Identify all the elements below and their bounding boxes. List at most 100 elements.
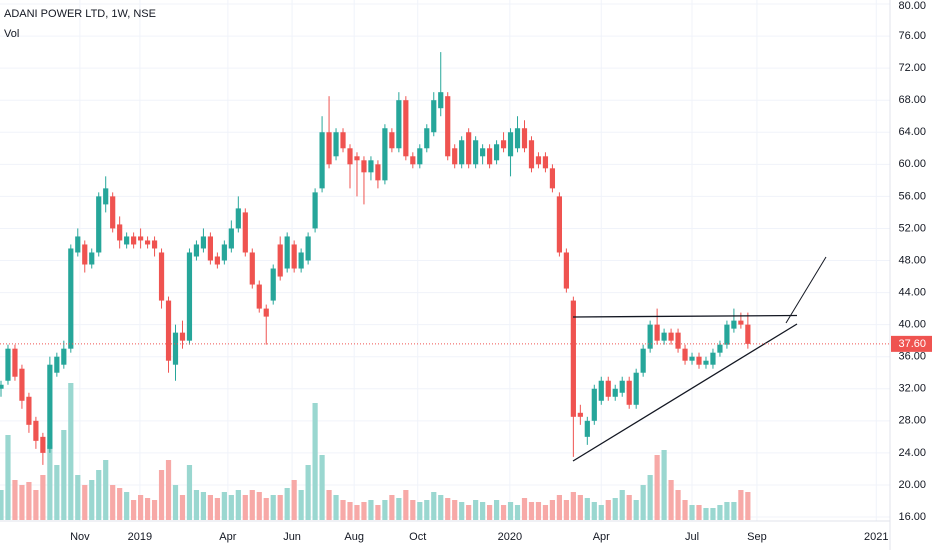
volume-bar [131, 500, 137, 520]
volume-bar [361, 502, 367, 520]
candle-body [438, 92, 444, 109]
volume-bar [584, 498, 590, 520]
volume-bar [424, 500, 430, 520]
candle-body [333, 132, 339, 157]
volume-bar [26, 482, 32, 520]
candle-body [277, 244, 283, 277]
candle-body [640, 348, 646, 373]
volume-bar [75, 475, 81, 520]
volume-bar [480, 502, 486, 520]
y-tick-label: 32.00 [898, 383, 926, 395]
volume-bar [138, 495, 144, 520]
x-tick-label: Jun [283, 531, 301, 543]
volume-bar [263, 498, 269, 520]
candle-body [731, 320, 737, 329]
candle-body [682, 348, 688, 361]
volume-bar [33, 490, 39, 520]
last-price-box [891, 335, 932, 352]
candle-body [535, 156, 542, 165]
volume-bar [577, 495, 583, 520]
candle-body [186, 252, 193, 341]
volume-bar [333, 495, 339, 520]
volume-bar [661, 450, 667, 520]
candle-body [103, 188, 109, 205]
candle-body [738, 320, 744, 325]
volume-bar [228, 495, 234, 520]
candle-body [319, 132, 325, 189]
candle-body [521, 128, 528, 149]
candle-body [354, 156, 360, 161]
volume-bar [242, 495, 248, 520]
candle-body [347, 148, 353, 165]
candle-body [633, 372, 639, 405]
candle-body [256, 284, 262, 309]
candle-body [563, 252, 569, 289]
candle-body [96, 196, 102, 253]
volume-bar [12, 480, 18, 520]
candle-body [389, 132, 395, 149]
y-tick-label: 80.00 [898, 0, 926, 12]
candle-body [151, 240, 158, 249]
candle-body [598, 380, 604, 401]
volume-bar [207, 495, 213, 520]
candle-body [200, 236, 207, 249]
volume-bar [375, 505, 381, 520]
volume-bar [493, 500, 500, 520]
volume-bar [47, 445, 53, 520]
volume-bar [179, 495, 186, 520]
candle-body [144, 240, 151, 245]
volume-bar [186, 465, 193, 520]
candle-layer [0, 52, 751, 465]
candle-body [717, 344, 723, 353]
volume-bar [668, 480, 674, 520]
volume-bar [165, 460, 172, 520]
last-price-label: 37.60 [898, 338, 926, 350]
volume-bar [556, 495, 562, 520]
volume-bar [326, 490, 332, 520]
volume-bar [591, 502, 597, 520]
candle-body [528, 140, 535, 169]
y-tick-label: 60.00 [898, 158, 926, 170]
volume-bar [542, 505, 549, 520]
volume-bar [256, 492, 262, 520]
candle-body [0, 384, 4, 389]
chart-title: ADANI POWER LTD, 1W, NSE [4, 8, 156, 20]
volume-bar [382, 500, 388, 520]
volume-bar [528, 502, 535, 520]
x-tick-label: Nov [70, 531, 90, 543]
x-tick-label: Sep [747, 531, 767, 543]
volume-bar [724, 502, 730, 520]
candle-body [647, 324, 653, 349]
volume-bar [487, 505, 493, 520]
y-tick-label: 48.00 [898, 254, 926, 266]
volume-bar [389, 495, 395, 520]
volume-bar [368, 500, 374, 520]
candle-body [165, 300, 172, 361]
candle-body [403, 100, 409, 157]
candle-body [473, 140, 479, 165]
x-tick-label: Apr [219, 531, 236, 543]
volume-bar [521, 498, 528, 520]
candle-body [298, 252, 304, 269]
candle-body [710, 352, 716, 365]
volume-bar [249, 490, 255, 520]
volume-bar [438, 495, 444, 520]
candle-body [40, 436, 46, 453]
candle-body [305, 236, 311, 261]
candle-body [487, 148, 493, 165]
volume-bar [731, 502, 737, 520]
candle-body [235, 208, 241, 229]
volume-label: Vol [4, 28, 19, 40]
volume-bar [396, 498, 402, 520]
candle-body [312, 192, 318, 229]
volume-bar [403, 490, 409, 520]
candle-body [605, 380, 611, 397]
candle-body [459, 140, 465, 165]
volume-bar [284, 488, 290, 520]
candle-body [284, 236, 290, 269]
x-tick-label: Aug [344, 531, 364, 543]
candle-body [158, 252, 165, 301]
resistance-line [572, 314, 798, 318]
